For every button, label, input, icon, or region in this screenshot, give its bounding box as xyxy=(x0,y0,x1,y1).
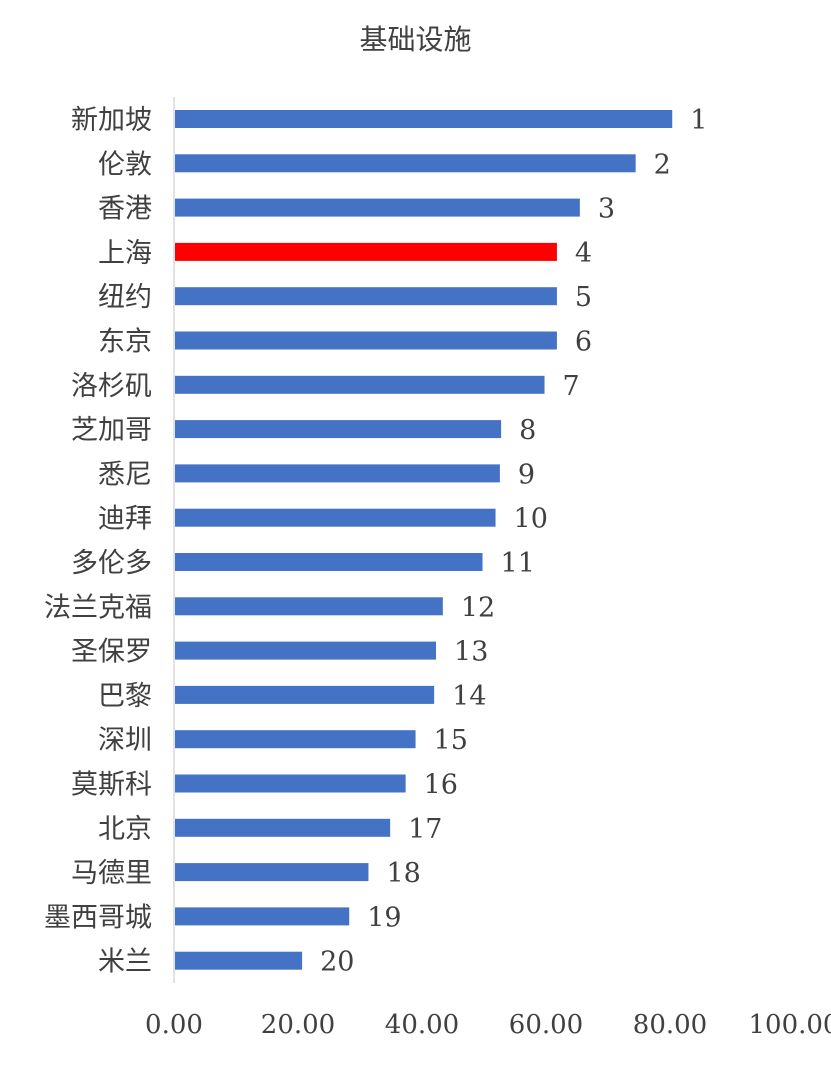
bar-highlighted xyxy=(175,242,557,261)
bar xyxy=(175,331,557,350)
x-tick-label: 40.00 xyxy=(385,1010,459,1040)
data-label: 13 xyxy=(454,637,488,668)
data-label: 1 xyxy=(690,105,707,136)
category-label: 米兰 xyxy=(98,947,152,978)
data-label: 15 xyxy=(434,725,468,756)
category-label: 北京 xyxy=(98,814,152,845)
x-tick-label: 100.00 xyxy=(749,1010,831,1040)
category-label: 伦敦 xyxy=(98,149,152,180)
category-label: 莫斯科 xyxy=(71,770,152,801)
bar xyxy=(175,287,557,306)
bar xyxy=(175,641,437,660)
category-label: 巴黎 xyxy=(98,681,152,712)
bar xyxy=(175,553,483,571)
bar xyxy=(175,685,435,704)
x-tick-label: 0.00 xyxy=(145,1010,203,1040)
data-label: 17 xyxy=(408,814,442,845)
category-label: 新加坡 xyxy=(71,105,152,136)
category-label: 深圳 xyxy=(98,725,152,756)
data-label: 5 xyxy=(575,282,592,313)
category-label: 迪拜 xyxy=(98,504,152,535)
data-label: 4 xyxy=(575,238,592,269)
category-label: 法兰克福 xyxy=(44,592,152,623)
data-label: 7 xyxy=(563,371,580,402)
category-label: 马德里 xyxy=(71,858,152,889)
category-label: 多伦多 xyxy=(71,548,152,579)
data-label: 10 xyxy=(514,504,548,535)
data-label: 3 xyxy=(598,194,615,225)
bar xyxy=(175,951,303,970)
category-label: 圣保罗 xyxy=(71,637,152,668)
bar xyxy=(175,730,416,749)
category-label: 洛杉矶 xyxy=(71,371,152,402)
category-label: 上海 xyxy=(98,238,152,269)
data-label: 14 xyxy=(452,681,486,712)
bar xyxy=(175,907,350,926)
bar xyxy=(175,198,580,217)
x-tick-label: 60.00 xyxy=(509,1010,583,1040)
bar xyxy=(175,597,443,616)
bar xyxy=(175,774,406,793)
bar xyxy=(175,420,502,439)
bar xyxy=(175,375,545,394)
data-label: 11 xyxy=(501,548,535,579)
bar xyxy=(175,110,673,128)
bar xyxy=(175,508,496,527)
x-tick-label: 80.00 xyxy=(633,1010,707,1040)
category-label: 东京 xyxy=(98,327,152,358)
bar xyxy=(175,863,369,882)
data-label: 6 xyxy=(575,327,592,358)
data-label: 8 xyxy=(519,415,536,446)
data-label: 18 xyxy=(386,858,420,889)
data-label: 16 xyxy=(424,770,458,801)
data-label: 9 xyxy=(518,459,535,490)
bar xyxy=(175,818,391,837)
x-tick-label: 20.00 xyxy=(261,1010,335,1040)
chart-title: 基础设施 xyxy=(359,23,472,56)
data-label: 20 xyxy=(320,947,354,978)
category-label: 悉尼 xyxy=(98,459,152,490)
data-label: 12 xyxy=(461,592,495,623)
data-label: 2 xyxy=(654,149,671,180)
category-label: 芝加哥 xyxy=(71,415,152,446)
category-label: 墨西哥城 xyxy=(44,902,152,933)
category-label: 纽约 xyxy=(98,282,152,313)
category-label: 香港 xyxy=(98,194,152,225)
bar xyxy=(175,464,500,483)
data-label: 19 xyxy=(367,902,401,933)
bar xyxy=(175,154,636,173)
